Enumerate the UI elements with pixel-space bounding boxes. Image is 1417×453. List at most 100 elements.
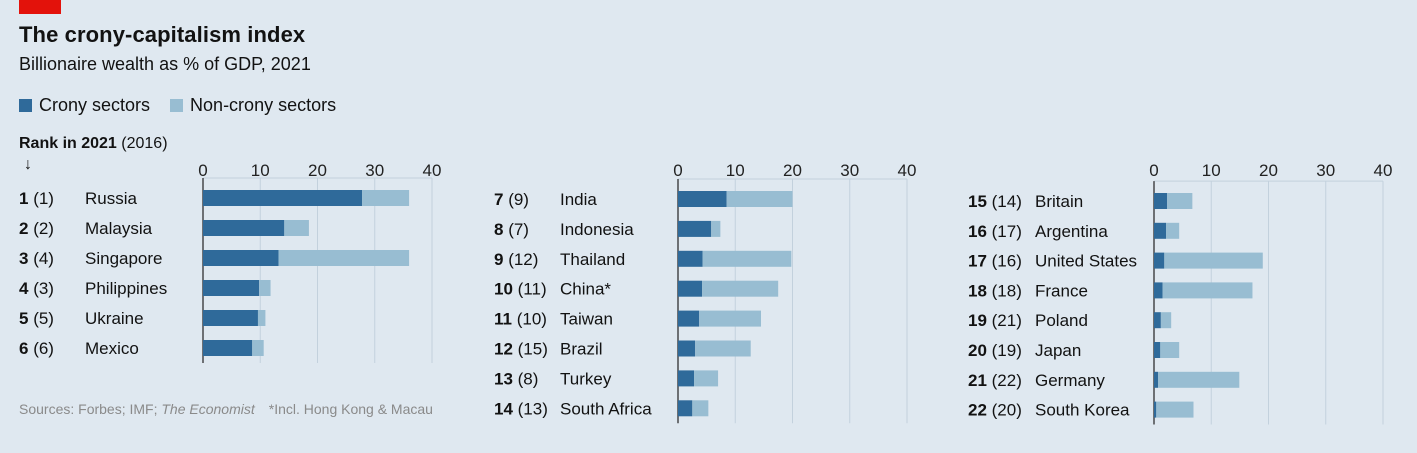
bar-crony (1154, 252, 1165, 269)
bar-noncrony (257, 310, 266, 326)
rank-label: 15 (14) (968, 192, 1022, 211)
tick-label: 30 (840, 161, 859, 180)
bar-noncrony (726, 191, 793, 207)
country-label: Germany (1035, 371, 1105, 390)
rank-header-rest: (2016) (116, 135, 168, 152)
rank-header-bold: Rank in 2021 (19, 135, 117, 152)
tick-label: 0 (198, 161, 207, 180)
down-arrow-icon: ↓ (24, 156, 32, 173)
rank-label: 17 (16) (968, 252, 1022, 271)
country-label: China* (560, 280, 611, 299)
country-label: Mexico (85, 339, 139, 358)
tick-label: 40 (898, 161, 917, 180)
country-label: India (560, 190, 597, 209)
country-label: Malaysia (85, 219, 153, 238)
rank-label: 20 (19) (968, 341, 1022, 360)
tick-label: 0 (673, 161, 682, 180)
country-label: Turkey (560, 369, 612, 388)
tick-label: 20 (1259, 161, 1278, 180)
footnote: *Incl. Hong Kong & Macau (268, 401, 433, 417)
country-label: Russia (85, 189, 138, 208)
bar-crony (1154, 342, 1161, 358)
bar-noncrony (695, 340, 751, 357)
country-label: Argentina (1035, 222, 1108, 241)
tick-label: 10 (1202, 161, 1221, 180)
rank-label: 8 (7) (494, 220, 529, 239)
country-label: South Korea (1035, 401, 1130, 420)
bar-crony (678, 280, 703, 297)
bar-noncrony (284, 220, 309, 236)
bar-noncrony (252, 340, 264, 356)
rank-label: 12 (15) (494, 340, 548, 359)
rank-label: 14 (13) (494, 399, 548, 418)
bar-crony (678, 220, 712, 237)
bar-noncrony (1160, 342, 1180, 358)
country-label: Thailand (560, 250, 625, 269)
bar-crony (203, 280, 260, 296)
source-prefix: Sources: Forbes; IMF; (19, 401, 162, 417)
bar-crony (678, 250, 703, 267)
bar-crony (1154, 401, 1157, 418)
tick-label: 10 (251, 161, 270, 180)
rank-label: 7 (9) (494, 190, 529, 209)
legend-label-noncrony: Non-crony sectors (190, 95, 337, 115)
bar-noncrony (699, 310, 762, 327)
rank-label: 9 (12) (494, 250, 538, 269)
bar-crony (1154, 282, 1163, 299)
country-label: Japan (1035, 341, 1081, 360)
bar-noncrony (702, 250, 792, 267)
bar-crony (203, 190, 363, 206)
bar-noncrony (1164, 252, 1263, 269)
chart-subtitle: Billionaire wealth as % of GDP, 2021 (19, 54, 311, 74)
bar-crony (678, 400, 693, 417)
bar-noncrony (1167, 193, 1193, 209)
rank-label: 19 (21) (968, 311, 1022, 330)
tick-label: 20 (783, 161, 802, 180)
chart-title: The crony-capitalism index (19, 22, 306, 47)
country-label: Indonesia (560, 220, 634, 239)
rank-label: 5 (5) (19, 309, 54, 328)
rank-label: 21 (22) (968, 371, 1022, 390)
bar-noncrony (694, 370, 719, 387)
rank-header: Rank in 2021 (2016) (19, 135, 168, 153)
rank-label: 18 (18) (968, 281, 1022, 300)
rank-label: 6 (6) (19, 339, 54, 358)
tick-label: 20 (308, 161, 327, 180)
tick-label: 0 (1149, 161, 1158, 180)
legend-item-noncrony: Non-crony sectors (170, 95, 336, 116)
bar-noncrony (702, 280, 779, 297)
country-label: Philippines (85, 279, 167, 298)
bar-crony (678, 310, 700, 327)
rank-label: 4 (3) (19, 279, 54, 298)
country-label: Britain (1035, 192, 1083, 211)
bar-crony (1154, 371, 1159, 388)
bar-noncrony (711, 220, 721, 237)
tick-label: 40 (423, 161, 442, 180)
bar-noncrony (278, 250, 410, 266)
tick-label: 30 (1316, 161, 1335, 180)
bar-crony (203, 310, 258, 326)
bar-noncrony (1156, 401, 1194, 418)
legend-label-crony: Crony sectors (39, 95, 151, 115)
country-label: Brazil (560, 340, 603, 359)
bar-crony (678, 340, 696, 357)
rank-label: 13 (8) (494, 369, 538, 388)
country-label: Ukraine (85, 309, 144, 328)
country-label: Poland (1035, 311, 1088, 330)
rank-label: 16 (17) (968, 222, 1022, 241)
bar-crony (203, 340, 253, 356)
bar-crony (1154, 312, 1161, 329)
rank-label: 2 (2) (19, 219, 54, 238)
bar-noncrony (1158, 371, 1240, 388)
bar-noncrony (1162, 282, 1253, 299)
rank-label: 10 (11) (494, 280, 547, 299)
brand-accent-bar (19, 0, 61, 14)
legend: Crony sectors Non-crony sectors (19, 95, 356, 116)
bar-crony (678, 191, 727, 207)
rank-label: 1 (1) (19, 189, 54, 208)
legend-item-crony: Crony sectors (19, 95, 150, 116)
bar-crony (203, 220, 285, 236)
country-label: South Africa (560, 399, 652, 418)
bar-crony (1154, 222, 1167, 239)
source-italic: The Economist (161, 401, 255, 417)
